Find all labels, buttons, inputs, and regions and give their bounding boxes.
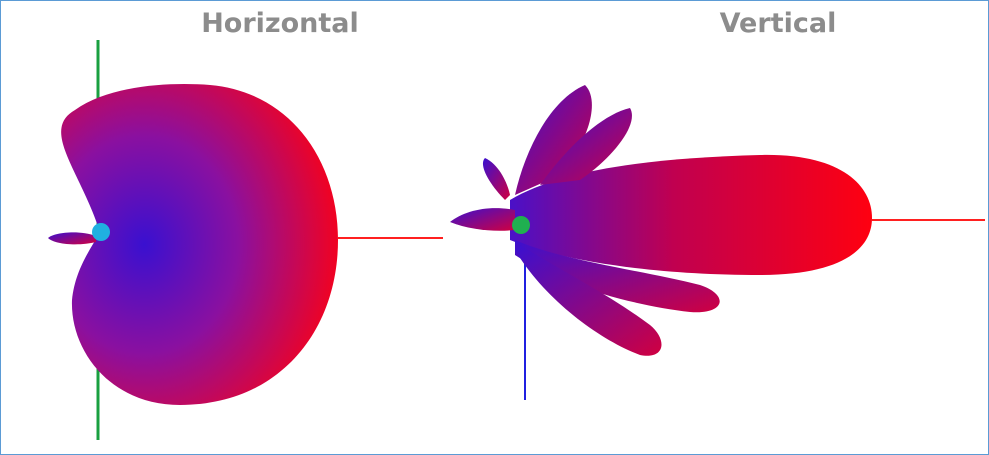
lobe [510,154,872,275]
lobe [515,245,662,356]
origin-dot [512,216,530,234]
lobe [515,85,592,195]
panel-title: Horizontal [201,8,359,39]
origin-dot [92,223,110,241]
horizontal-pattern [48,40,443,440]
lobe [515,240,720,313]
lobe [61,84,339,406]
panel-title: Vertical [720,8,837,39]
vertical-pattern [450,85,985,400]
lobe [450,208,515,231]
lobe [48,232,96,245]
lobe [540,108,632,185]
lobe [482,158,510,200]
